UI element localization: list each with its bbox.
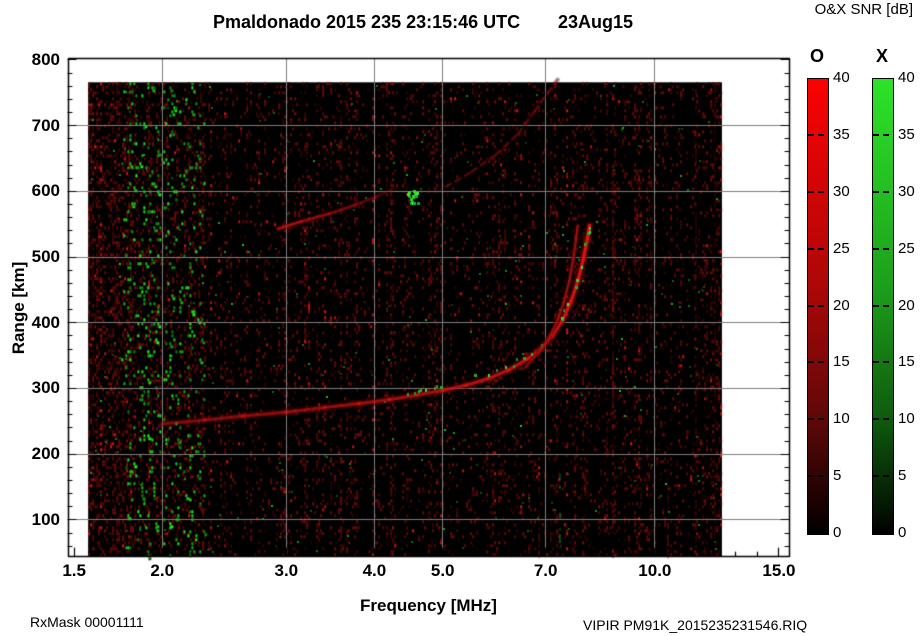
colorbar-tick-dash [873, 304, 879, 307]
colorbar-o-tick-label: 20 [833, 296, 850, 314]
x-axis-title: Frequency [MHz] [360, 596, 497, 615]
colorbar-o-tick-label: 25 [833, 239, 850, 257]
colorbar-o-tick-label: 0 [833, 524, 842, 541]
colorbar-tick-dash [808, 133, 814, 136]
colorbar-tick-dash [808, 418, 814, 421]
colorbar-o-tick-label: 30 [833, 182, 850, 200]
x-tick-label: 15.0 [762, 561, 796, 580]
x-tick-label: 5.0 [430, 561, 455, 580]
colorbar-tick-dash [883, 304, 889, 307]
x-tick-label: 1.5 [62, 561, 86, 580]
colorbar-x-tick-label: 25 [898, 239, 915, 257]
colorbar-o-tick-label: 35 [833, 125, 850, 143]
colorbar-tick-dash [873, 190, 879, 193]
colorbar-x [872, 78, 894, 535]
colorbar-title: O&X SNR [dB] [814, 1, 913, 18]
plot-title-date: 23Aug15 [558, 12, 634, 32]
colorbar-tick-dash [808, 190, 814, 193]
colorbar-tick-dash [883, 247, 889, 250]
colorbar-x-tick-label: 15 [898, 353, 915, 371]
y-axis-title: Range [km] [9, 261, 28, 355]
colorbar-tick-dash [818, 475, 824, 478]
colorbar-x-tick-label: 20 [898, 296, 915, 314]
colorbar-tick-dash [883, 475, 889, 478]
y-tick-label: 400 [31, 312, 60, 332]
colorbar-tick-dash [873, 247, 879, 250]
colorbar-x-tick-label: 35 [898, 125, 915, 143]
colorbar-o [807, 78, 829, 535]
x-tick-label: 7.0 [533, 561, 558, 580]
y-tick-label: 300 [31, 378, 60, 398]
colorbar-tick-dash [883, 418, 889, 421]
y-tick-label: 500 [31, 247, 60, 267]
colorbar-tick-dash [808, 304, 814, 307]
colorbar-tick-dash [808, 361, 814, 364]
colorbar-tick-dash [883, 133, 889, 136]
x-tick-label: 4.0 [362, 561, 387, 580]
x-tick-label: 2.0 [150, 561, 175, 580]
colorbar-tick-dash [873, 361, 879, 364]
colorbar-x-tick-label: 10 [898, 410, 915, 428]
colorbar-o-tick-label: 15 [833, 353, 850, 371]
x-tick-label: 3.0 [274, 561, 299, 580]
colorbar-tick-dash [873, 418, 879, 421]
colorbar-x-tick-label: 5 [898, 467, 907, 485]
x-tick-label: 10.0 [638, 561, 672, 580]
footer-filename: VIPIR PM91K_2015235231546.RIQ [583, 617, 808, 633]
colorbar-tick-dash [818, 190, 824, 193]
y-tick-label: 100 [31, 509, 60, 529]
colorbar-tick-dash [808, 247, 814, 250]
colorbar-tick-dash [818, 133, 824, 136]
y-tick-label: 700 [31, 115, 60, 135]
colorbar-o-label: O [809, 46, 824, 66]
plot-title: Pmaldonado 2015 235 23:15:46 UTC [213, 12, 521, 32]
colorbar-tick-dash [883, 361, 889, 364]
footer-rxmask: RxMask 00001111 [30, 614, 144, 630]
colorbar-o-tick-label: 10 [833, 410, 850, 428]
colorbar-tick-dash [818, 247, 824, 250]
colorbar-tick-dash [883, 190, 889, 193]
colorbar-tick-dash [818, 361, 824, 364]
y-tick-label: 800 [31, 49, 60, 69]
colorbar-tick-dash [818, 418, 824, 421]
colorbar-o-tick-label: 5 [833, 467, 842, 485]
colorbar-tick-dash [873, 475, 879, 478]
colorbar-o-tick-label: 40 [833, 69, 850, 86]
colorbar-tick-dash [818, 304, 824, 307]
y-tick-label: 200 [31, 444, 60, 464]
colorbar-x-tick-label: 30 [898, 182, 915, 200]
colorbar-x-tick-label: 40 [898, 69, 915, 86]
colorbar-tick-dash [808, 475, 814, 478]
colorbar-x-label: X [875, 46, 888, 66]
colorbar-tick-dash [873, 133, 879, 136]
y-tick-label: 600 [31, 181, 60, 201]
colorbar-x-tick-label: 0 [898, 524, 907, 541]
